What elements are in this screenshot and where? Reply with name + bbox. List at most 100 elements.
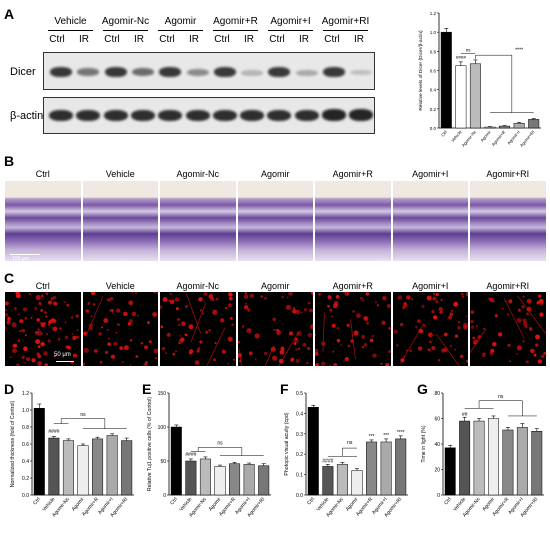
cell-dot (17, 339, 21, 342)
y-tick-label: 0.3 (296, 432, 303, 438)
cell-dot (315, 333, 317, 337)
actin-band (322, 109, 346, 121)
annotation-hash: #### (322, 458, 333, 464)
cell-dot (24, 316, 28, 320)
cell-dot (372, 353, 377, 358)
cell-dot (530, 348, 535, 354)
cell-dot (213, 358, 216, 362)
cell-dot (37, 330, 42, 336)
cell-dot (481, 353, 486, 358)
fluorescence-dots (5, 292, 80, 366)
dicer-band (186, 68, 209, 76)
cell-dot (40, 309, 44, 313)
cell-dot (465, 315, 467, 318)
cell-dot (346, 323, 350, 327)
cell-dot (23, 346, 28, 352)
cell-dot (108, 309, 111, 312)
cell-dot (37, 328, 40, 331)
cell-dot (363, 316, 368, 321)
cell-dot (439, 298, 442, 301)
group-label: Agomir+I (270, 16, 311, 27)
cell-dot (131, 292, 133, 294)
cell-dot (110, 309, 114, 312)
group-underline (48, 30, 93, 31)
cell-dot (537, 359, 543, 364)
cell-dot (382, 295, 387, 301)
histology-image (160, 181, 236, 261)
cell-dot (172, 300, 175, 303)
cell-dot (540, 354, 545, 359)
y-tick-label: 0.4 (296, 411, 303, 417)
cell-dot (426, 295, 432, 301)
fluorescence-dots (470, 294, 546, 364)
bar (395, 438, 407, 496)
cell-dot (52, 295, 57, 300)
cell-dot (380, 362, 383, 365)
cell-dot (343, 360, 345, 362)
cell-dot (169, 292, 172, 296)
annotation-stars: **** (515, 47, 523, 53)
cell-dot (24, 334, 27, 337)
cell-dot (121, 360, 124, 363)
cell-dot (43, 351, 48, 356)
cell-dot (146, 321, 150, 325)
cell-dot (90, 292, 95, 296)
cell-dot (488, 297, 492, 301)
annotation-ns: ns (347, 440, 353, 446)
cell-dot (243, 294, 248, 299)
fluorescence-label: Agomir+RI (486, 281, 530, 291)
actin-band (103, 109, 128, 121)
cell-dot (134, 355, 138, 358)
scale-bar (10, 254, 40, 255)
cell-dot (331, 323, 336, 328)
cell-dot (248, 293, 254, 299)
cell-dot (327, 304, 330, 308)
cell-dot (365, 292, 370, 296)
cell-dot (21, 355, 25, 360)
cell-dot (154, 356, 157, 360)
cell-dot (462, 325, 468, 330)
lane-label: IR (134, 34, 144, 45)
cell-dot (92, 303, 96, 306)
y-tick-label: 0.8 (22, 425, 29, 431)
cell-dot (516, 345, 522, 351)
bar (513, 122, 525, 129)
chart-f: 0.0 0.1 0.2 0.3 0.4 0.5 Photopic visual acuity… (284, 391, 408, 518)
cell-dot (232, 358, 235, 361)
cell-dot (465, 292, 468, 297)
cell-dot (97, 331, 102, 336)
cell-dot (47, 300, 52, 305)
cell-dot (292, 307, 295, 310)
cell-dot (227, 336, 233, 342)
y-tick-label: 150 (158, 391, 167, 397)
lane-label: IR (79, 34, 89, 45)
cell-dot (172, 352, 176, 356)
axon-fiber (277, 332, 299, 366)
cell-dot (399, 322, 403, 327)
y-axis-label: Relative levels of Dicer (Dicer/β-actin) (418, 30, 424, 111)
cell-dot (102, 318, 108, 324)
cell-dot (160, 305, 163, 309)
cell-dot (295, 358, 299, 363)
cell-dot (66, 303, 70, 307)
bar (92, 438, 104, 496)
cell-dot (432, 292, 435, 295)
cell-dot (178, 342, 181, 345)
cell-dot (516, 353, 519, 355)
y-tick-label: 0.2 (296, 452, 303, 458)
cell-dot (453, 348, 456, 351)
cell-dot (524, 325, 528, 329)
cell-dot (434, 300, 438, 304)
axon-fiber (470, 328, 487, 354)
fluorescence-image (315, 292, 391, 366)
cell-dot (115, 331, 117, 334)
actin-band (76, 109, 101, 121)
cell-dot (13, 343, 17, 348)
dicer-band (241, 69, 264, 76)
bar (380, 441, 392, 496)
cell-dot (470, 310, 474, 314)
cell-dot (34, 307, 38, 311)
group-label: Agomir+RI (321, 16, 370, 27)
cell-dot (285, 304, 291, 310)
